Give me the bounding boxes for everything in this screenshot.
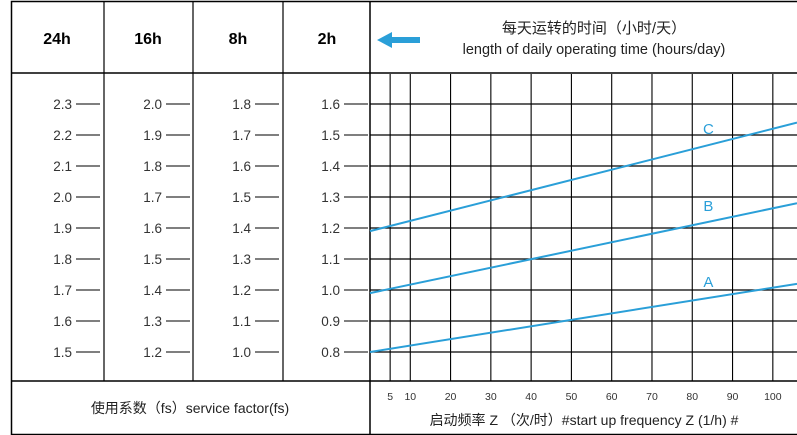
header-col-2h: 2h [318,31,337,48]
sf-value-2h: 1.6 [321,97,340,112]
sf-value-24h: 2.3 [53,97,72,112]
series-label-C: C [703,121,714,138]
sf-value-2h: 1.5 [321,128,340,143]
sf-value-16h: 2.0 [143,97,162,112]
x-tick-label: 70 [646,391,658,403]
sf-value-24h: 1.6 [53,314,72,329]
sf-value-2h: 0.9 [321,314,340,329]
sf-value-24h: 1.7 [53,283,72,298]
sf-value-8h: 1.6 [232,159,251,174]
sf-value-24h: 2.1 [53,159,72,174]
left-arrow-icon [377,32,420,48]
sf-value-8h: 1.0 [232,345,251,360]
x-tick-label: 5 [387,391,393,403]
sf-value-2h: 1.2 [321,221,340,236]
sf-value-8h: 1.3 [232,252,251,267]
sf-value-8h: 1.8 [232,97,251,112]
x-tick-label: 30 [485,391,497,403]
sf-value-16h: 1.9 [143,128,162,143]
x-tick-label: 40 [525,391,537,403]
service-factor-table: 2.3 2.2 2.1 2.0 1.9 1.8 1.7 1.6 1.5 2.0 1.9 1.8 1.7 1… [53,97,368,360]
sf-value-8h: 1.4 [232,221,251,236]
sf-value-16h: 1.6 [143,221,162,236]
sf-value-24h: 2.2 [53,128,72,143]
sf-value-2h: 1.1 [321,252,340,267]
sf-value-8h: 1.2 [232,283,251,298]
header-col-8h: 8h [229,31,248,48]
sf-value-16h: 1.3 [143,314,162,329]
sf-value-16h: 1.7 [143,190,162,205]
x-tick-label: 100 [764,391,782,403]
x-tick-label: 80 [686,391,698,403]
sf-value-24h: 1.9 [53,221,72,236]
sf-value-8h: 1.7 [232,128,251,143]
sf-value-24h: 1.8 [53,252,72,267]
sf-value-16h: 1.5 [143,252,162,267]
sf-value-2h: 1.3 [321,190,340,205]
series-label-A: A [703,274,713,291]
x-axis-ticks: 5 10 20 30 40 50 60 70 80 90 100 [387,391,782,403]
start-frequency-caption: 启动频率 Z （次/时）#start up frequency Z (1/h) … [430,412,739,428]
series-label-B: B [703,198,713,215]
daily-time-title-en: length of daily operating time (hours/da… [463,42,726,58]
x-tick-label: 10 [404,391,416,403]
daily-time-title-cn: 每天运转的时间（小时/天） [502,20,686,37]
header-col-24h: 24h [43,31,71,48]
x-tick-label: 20 [445,391,457,403]
sf-value-2h: 0.8 [321,345,340,360]
sf-value-16h: 1.4 [143,283,162,298]
sf-value-2h: 1.0 [321,283,340,298]
sf-value-8h: 1.5 [232,190,251,205]
x-tick-label: 90 [727,391,739,403]
series-line-B [369,202,797,295]
chart-grid [370,74,797,381]
sf-value-24h: 2.0 [53,190,72,205]
series-line-C [369,121,797,233]
sf-value-2h: 1.4 [321,159,340,174]
service-factor-caption: 使用系数（fs）service factor(fs) [91,400,289,416]
sf-value-16h: 1.8 [143,159,162,174]
header-col-16h: 16h [134,31,162,48]
x-tick-label: 50 [566,391,578,403]
sf-value-24h: 1.5 [53,345,72,360]
sf-value-8h: 1.1 [232,314,251,329]
sf-value-16h: 1.2 [143,345,162,360]
series-line-A [369,282,797,353]
x-tick-label: 60 [606,391,618,403]
table-frame [10,0,797,435]
chart-series: A B C [369,121,797,353]
